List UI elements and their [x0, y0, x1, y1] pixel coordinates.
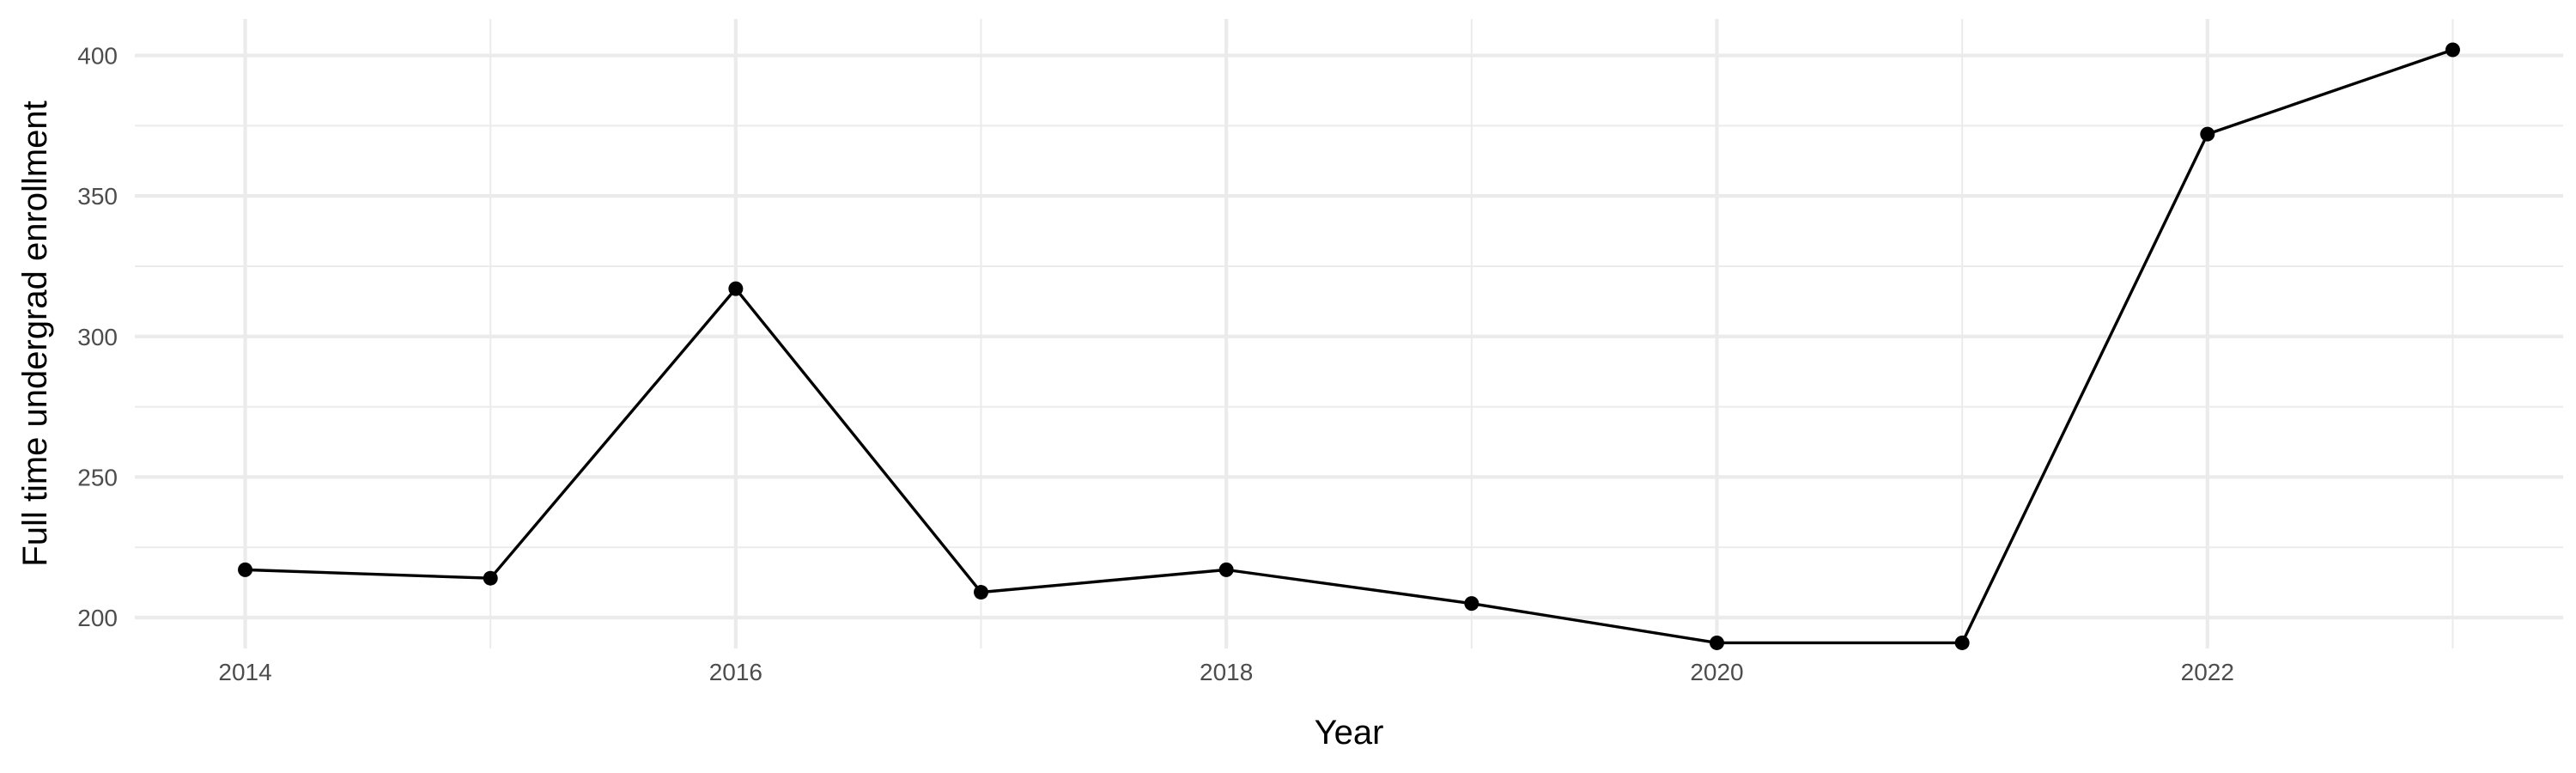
y-tick-label: 350	[77, 183, 118, 210]
x-tick-label: 2018	[1200, 659, 1253, 685]
x-tick-label: 2022	[2181, 659, 2234, 685]
grid-lines	[135, 19, 2563, 648]
series-line	[245, 48, 2454, 645]
x-tick-label: 2020	[1690, 659, 1743, 685]
y-tick-label: 200	[77, 605, 118, 631]
y-tick-label: 250	[77, 464, 118, 490]
data-point	[1464, 596, 1479, 612]
data-point	[2200, 126, 2215, 142]
y-axis-ticks: 200 250 300 350 400	[77, 43, 118, 631]
data-point	[1218, 562, 1234, 577]
data-point	[483, 570, 498, 586]
x-axis-ticks: 2014 2016 2018 2020 2022	[218, 659, 2234, 685]
x-axis-title: Year	[1315, 714, 1384, 752]
x-tick-label: 2016	[709, 659, 762, 685]
data-point	[1709, 635, 1724, 650]
y-tick-label: 300	[77, 324, 118, 350]
data-point	[728, 281, 744, 296]
data-point	[1954, 635, 1970, 650]
y-tick-label: 400	[77, 43, 118, 70]
data-point	[2445, 42, 2460, 58]
data-point	[974, 585, 989, 600]
data-point	[238, 562, 253, 577]
y-axis-title: Full time undergrad enrollment	[16, 100, 54, 566]
x-tick-label: 2014	[218, 659, 271, 685]
series-enrollment	[238, 42, 2460, 650]
